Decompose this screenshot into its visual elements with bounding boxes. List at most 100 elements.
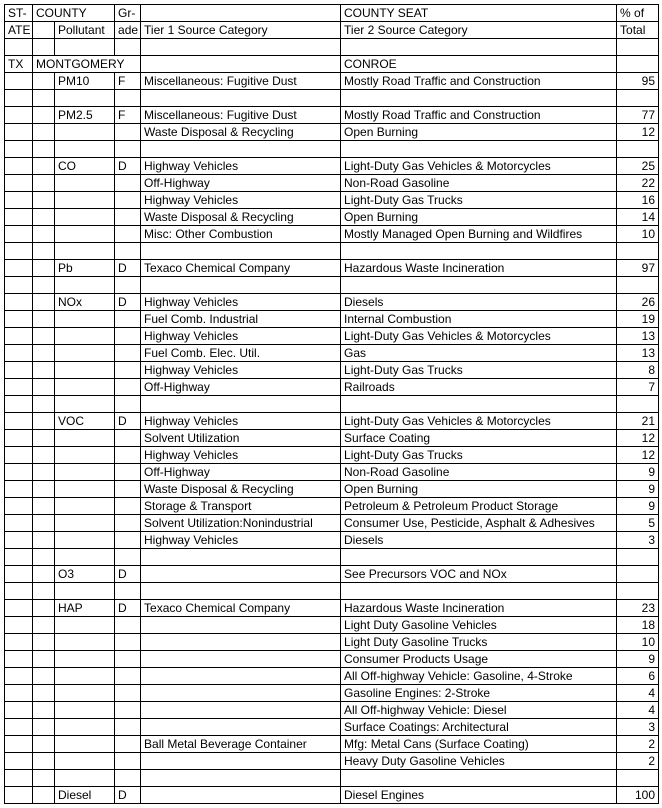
table-row: PM10FMiscellaneous: Fugitive DustMostly … — [5, 73, 659, 90]
tier2-cell: Light Duty Gasoline Vehicles — [341, 617, 617, 634]
pct-cell: 14 — [617, 209, 659, 226]
table-row: All Off-highway Vehicle: Diesel4 — [5, 702, 659, 719]
tier2-cell: Open Burning — [341, 209, 617, 226]
pollutant-name: NOx — [55, 294, 115, 311]
table-row: TXMONTGOMERYCONROE — [5, 56, 659, 73]
pct-cell: 6 — [617, 668, 659, 685]
tier2-cell: Consumer Use, Pesticide, Asphalt & Adhes… — [341, 515, 617, 532]
tier1-cell: Waste Disposal & Recycling — [141, 209, 341, 226]
hdr-pct-2: Total — [617, 22, 659, 39]
table-row: Off-HighwayNon-Road Gasoline22 — [5, 175, 659, 192]
pct-cell: 23 — [617, 600, 659, 617]
tier1-cell: Waste Disposal & Recycling — [141, 481, 341, 498]
tier1-cell — [141, 702, 341, 719]
tier2-cell: Surface Coating — [341, 430, 617, 447]
tier1-cell — [141, 787, 341, 804]
tier1-cell — [141, 753, 341, 770]
pct-cell: 10 — [617, 226, 659, 243]
tier2-cell: See Precursors VOC and NOx — [341, 566, 617, 583]
tier1-cell: Highway Vehicles — [141, 328, 341, 345]
table-row: NOxDHighway VehiclesDiesels26 — [5, 294, 659, 311]
table-row: Highway VehiclesLight-Duty Gas Trucks12 — [5, 447, 659, 464]
pollutant-name: CO — [55, 158, 115, 175]
table-row — [5, 90, 659, 107]
tier1-cell: Off-Highway — [141, 175, 341, 192]
pct-cell: 4 — [617, 702, 659, 719]
table-row — [5, 141, 659, 158]
pct-cell: 16 — [617, 192, 659, 209]
tier1-cell — [141, 566, 341, 583]
table-row: Waste Disposal & RecyclingOpen Burning12 — [5, 124, 659, 141]
table-row: ATEPollutantadeTier 1 Source CategoryTie… — [5, 22, 659, 39]
pollutant-name: PM10 — [55, 73, 115, 90]
tier1-cell: Highway Vehicles — [141, 447, 341, 464]
pollutant-name: VOC — [55, 413, 115, 430]
tier1-cell: Solvent Utilization — [141, 430, 341, 447]
pct-cell: 12 — [617, 124, 659, 141]
table-row: Waste Disposal & RecyclingOpen Burning14 — [5, 209, 659, 226]
table-row: Storage & TransportPetroleum & Petroleum… — [5, 498, 659, 515]
table-row: Highway VehiclesLight-Duty Gas Trucks16 — [5, 192, 659, 209]
pct-cell: 3 — [617, 532, 659, 549]
table-row — [5, 277, 659, 294]
pct-cell: 95 — [617, 73, 659, 90]
pct-cell: 13 — [617, 345, 659, 362]
pct-cell: 2 — [617, 753, 659, 770]
table-row: Highway VehiclesLight-Duty Gas Trucks8 — [5, 362, 659, 379]
tier1-cell: Highway Vehicles — [141, 413, 341, 430]
tier2-cell: Mostly Road Traffic and Construction — [341, 107, 617, 124]
pollutant-name: O3 — [55, 566, 115, 583]
emissions-table: ST-COUNTYGr-COUNTY SEAT% ofATEPollutanta… — [4, 4, 659, 804]
hdr-county-seat: COUNTY SEAT — [341, 5, 617, 22]
pct-cell: 21 — [617, 413, 659, 430]
tier1-cell: Off-Highway — [141, 464, 341, 481]
pct-cell: 77 — [617, 107, 659, 124]
table-row: PbDTexaco Chemical CompanyHazardous Wast… — [5, 260, 659, 277]
tier1-cell: Misc: Other Combustion — [141, 226, 341, 243]
table-row: ST-COUNTYGr-COUNTY SEAT% of — [5, 5, 659, 22]
tier2-cell: All Off-highway Vehicle: Gasoline, 4-Str… — [341, 668, 617, 685]
tier1-cell: Off-Highway — [141, 379, 341, 396]
tier1-cell: Highway Vehicles — [141, 192, 341, 209]
pct-cell: 9 — [617, 498, 659, 515]
tier2-cell: Railroads — [341, 379, 617, 396]
tier2-cell: Hazardous Waste Incineration — [341, 260, 617, 277]
tier2-cell: Heavy Duty Gasoline Vehicles — [341, 753, 617, 770]
pollutant-name: PM2.5 — [55, 107, 115, 124]
table-row: CODHighway VehiclesLight-Duty Gas Vehicl… — [5, 158, 659, 175]
pct-cell: 5 — [617, 515, 659, 532]
tier1-cell: Solvent Utilization:Nonindustrial — [141, 515, 341, 532]
tier1-cell: Texaco Chemical Company — [141, 600, 341, 617]
tier2-cell: Light-Duty Gas Trucks — [341, 192, 617, 209]
pct-cell: 4 — [617, 685, 659, 702]
table-row: DieselDDiesel Engines100 — [5, 787, 659, 804]
tier1-cell: Highway Vehicles — [141, 294, 341, 311]
hdr-grade: Gr- — [115, 5, 141, 22]
table-row: All Off-highway Vehicle: Gasoline, 4-Str… — [5, 668, 659, 685]
pct-cell: 22 — [617, 175, 659, 192]
tier2-cell: Gasoline Engines: 2-Stroke — [341, 685, 617, 702]
tier1-cell — [141, 685, 341, 702]
tier2-cell: Mostly Road Traffic and Construction — [341, 73, 617, 90]
pct-cell: 25 — [617, 158, 659, 175]
pct-cell: 2 — [617, 736, 659, 753]
table-row: Consumer Products Usage9 — [5, 651, 659, 668]
tier1-cell: Fuel Comb. Elec. Util. — [141, 345, 341, 362]
hdr-state-2: ATE — [5, 22, 33, 39]
tier1-cell: Highway Vehicles — [141, 362, 341, 379]
tier2-cell: Diesel Engines — [341, 787, 617, 804]
tier2-cell: Light-Duty Gas Trucks — [341, 362, 617, 379]
tier2-cell: Non-Road Gasoline — [341, 464, 617, 481]
pct-cell — [617, 566, 659, 583]
table-row — [5, 39, 659, 56]
table-row — [5, 243, 659, 260]
tier1-cell: Highway Vehicles — [141, 532, 341, 549]
hdr-tier1: Tier 1 Source Category — [141, 22, 341, 39]
table-row: Waste Disposal & RecyclingOpen Burning9 — [5, 481, 659, 498]
grade-cell: D — [115, 566, 141, 583]
tier1-cell: Waste Disposal & Recycling — [141, 124, 341, 141]
tier2-cell: Hazardous Waste Incineration — [341, 600, 617, 617]
pct-cell: 8 — [617, 362, 659, 379]
tier1-cell — [141, 634, 341, 651]
tier1-cell — [141, 651, 341, 668]
